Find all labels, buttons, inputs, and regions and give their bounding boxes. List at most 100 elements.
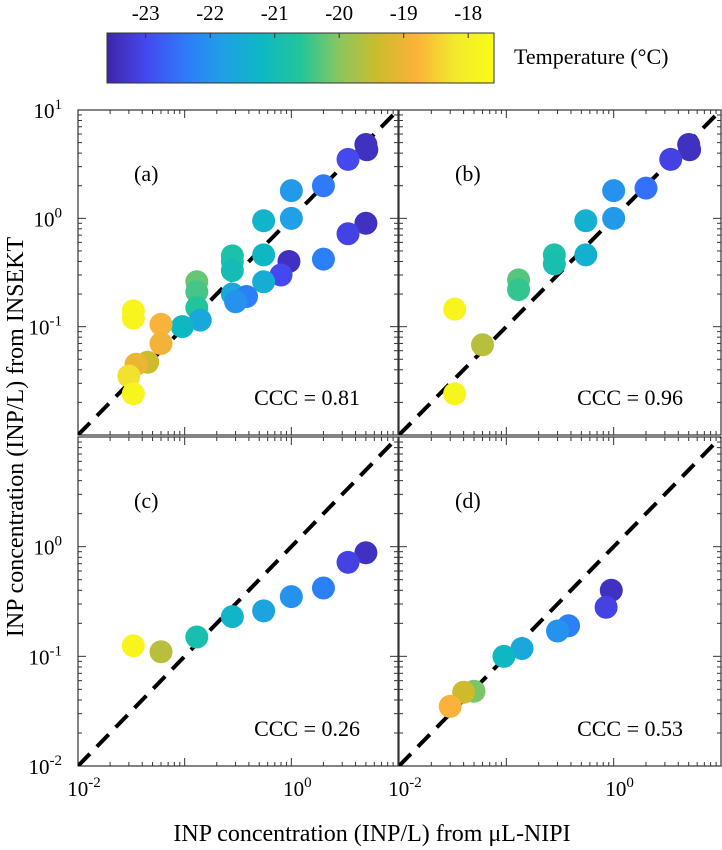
data-point <box>185 280 209 304</box>
panel-ticks <box>398 110 721 436</box>
tick-label: 10-1 <box>29 314 63 340</box>
data-point <box>121 382 145 406</box>
data-point <box>492 644 516 668</box>
data-point <box>546 619 570 643</box>
colorbar-tick-label: -21 <box>261 1 289 25</box>
panel-frame <box>398 109 722 436</box>
x-tick-labels: 10-2 100 10-2 100 <box>67 775 634 801</box>
data-point <box>170 315 194 339</box>
data-point <box>336 222 360 246</box>
panel-d: (d) CCC = 0.53 <box>398 436 722 767</box>
data-point <box>336 147 360 171</box>
panel-label: (b) <box>455 161 481 186</box>
data-point <box>542 252 566 276</box>
tick-label: 10-1 <box>29 643 63 669</box>
ccc-annotation: CCC = 0.53 <box>577 716 683 741</box>
data-point <box>443 382 467 406</box>
plot-area <box>399 437 721 766</box>
data-point <box>121 306 145 330</box>
data-point <box>185 625 209 649</box>
data-point <box>252 209 276 233</box>
data-point <box>438 694 462 718</box>
data-point <box>117 364 141 388</box>
plot-area <box>78 437 398 766</box>
panel-ticks <box>77 110 398 436</box>
data-point <box>678 138 702 162</box>
tick-label: 10-2 <box>67 775 101 801</box>
panel-a: (a) CCC = 0.81 <box>77 109 399 436</box>
panel-c: (c) CCC = 0.26 <box>77 436 399 767</box>
data-point <box>121 634 145 658</box>
tick-label: 10-2 <box>388 775 422 801</box>
x-axis-label: INP concentration (INP/L) from μL-NIPI <box>173 821 570 847</box>
colorbar-tick-label: -18 <box>454 1 482 25</box>
data-point <box>602 179 626 203</box>
panel-frame <box>398 436 722 767</box>
data-point <box>355 138 379 162</box>
tick-label: 10-2 <box>29 753 63 779</box>
data-point <box>188 308 212 332</box>
data-point <box>279 206 303 230</box>
data-point <box>471 333 495 357</box>
data-point <box>311 174 335 198</box>
data-point <box>311 576 335 600</box>
panel-frame <box>77 436 399 767</box>
panel-ticks <box>398 437 721 767</box>
tick-label: 100 <box>34 205 63 231</box>
panel-b: (b) CCC = 0.96 <box>398 109 722 436</box>
data-point <box>354 211 378 235</box>
data-point <box>149 331 173 355</box>
panel-label: (d) <box>455 488 481 513</box>
tick-label: 100 <box>605 775 634 801</box>
data-point <box>634 176 658 200</box>
ccc-annotation: CCC = 0.81 <box>254 385 360 410</box>
data-point <box>220 258 244 282</box>
tick-label: 100 <box>283 775 312 801</box>
data-point <box>659 147 683 171</box>
data-point <box>574 209 598 233</box>
data-point <box>149 312 173 336</box>
panel-label: (a) <box>134 161 158 186</box>
data-point <box>336 550 360 574</box>
y-axis-label: INP concentration (INP/L) from INSEKT <box>3 236 29 637</box>
panel-label: (c) <box>134 488 158 513</box>
data-point <box>279 179 303 203</box>
colorbar-tick-label: -19 <box>390 1 418 25</box>
data-point <box>269 263 293 287</box>
one-to-one-line <box>399 437 721 766</box>
panel-ticks <box>77 437 398 767</box>
data-point <box>220 605 244 629</box>
colorbar: -23 -22 -21 -20 -19 -18 Temperature (°C) <box>106 1 668 84</box>
data-point <box>602 206 626 230</box>
data-point <box>252 243 276 267</box>
data-point <box>252 599 276 623</box>
ccc-annotation: CCC = 0.96 <box>577 385 683 410</box>
data-point <box>149 640 173 664</box>
tick-label: 101 <box>34 97 63 123</box>
data-point <box>224 290 248 314</box>
data-point <box>594 595 618 619</box>
data-point <box>311 247 335 271</box>
panel-frame <box>77 109 399 436</box>
colorbar-ticks: -23 -22 -21 -20 -19 -18 <box>132 1 482 38</box>
plot-area <box>78 110 398 435</box>
data-point <box>354 541 378 565</box>
panels: (a)CCC = 0.81(b)CCC = 0.96(c)CCC = 0.26(… <box>77 109 722 767</box>
one-to-one-line <box>78 437 398 766</box>
data-point <box>510 636 534 660</box>
colorbar-tick-label: -22 <box>196 1 224 25</box>
ccc-annotation: CCC = 0.26 <box>254 716 360 741</box>
colorbar-label: Temperature (°C) <box>514 44 668 69</box>
data-point <box>279 585 303 609</box>
colorbar-gradient <box>106 32 495 84</box>
data-point <box>507 278 531 302</box>
tick-label: 100 <box>34 534 63 560</box>
colorbar-tick-label: -20 <box>325 1 353 25</box>
colorbar-tick-label: -23 <box>132 1 160 25</box>
data-point <box>574 243 598 267</box>
plot-area <box>399 110 721 435</box>
y-tick-labels: 101 100 10-1 100 10-1 10-2 <box>29 97 63 779</box>
data-point <box>252 270 276 294</box>
data-point <box>443 297 467 321</box>
